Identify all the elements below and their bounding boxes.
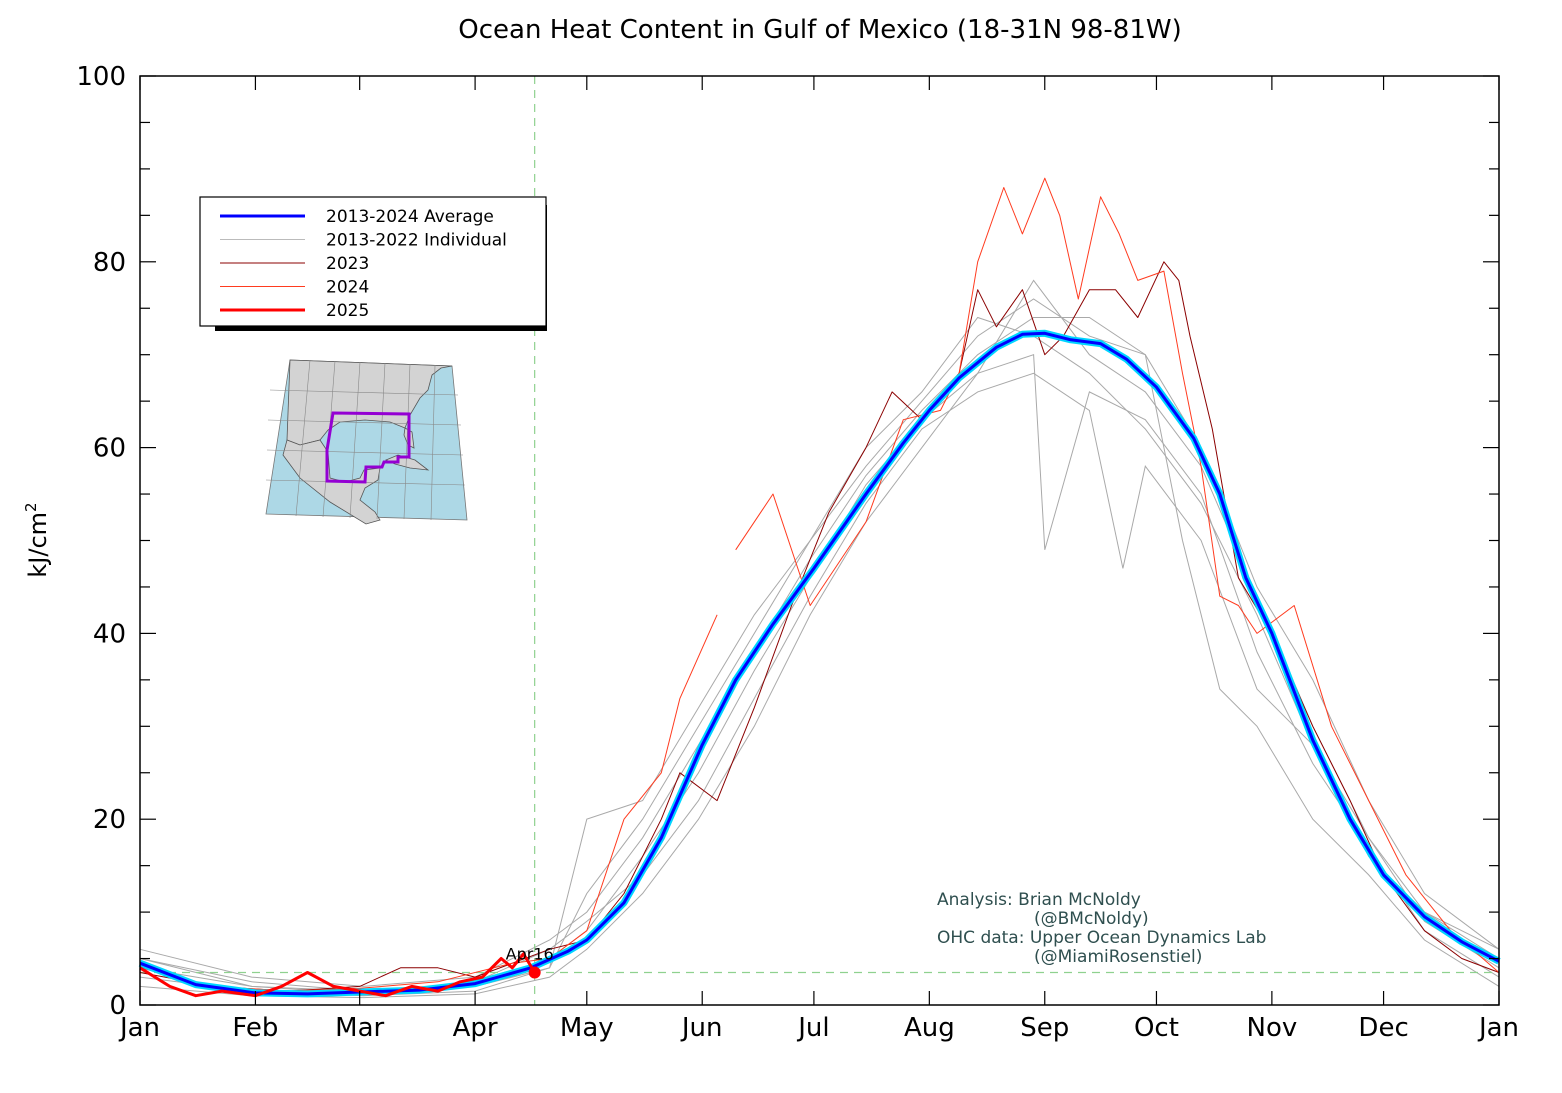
x-tick-label: Dec bbox=[1358, 1013, 1408, 1043]
x-tick-label: Apr bbox=[453, 1013, 498, 1043]
x-tick-label: May bbox=[560, 1013, 614, 1043]
individual-year-line bbox=[139, 372, 1500, 995]
date-marker-label: Apr16 bbox=[506, 944, 554, 963]
y-tick-label: 20 bbox=[93, 805, 126, 835]
y-tick-label: 40 bbox=[93, 619, 126, 649]
y-tick-label: 0 bbox=[109, 991, 126, 1021]
current-value-marker bbox=[528, 966, 541, 979]
x-tick-label: Jul bbox=[796, 1013, 829, 1043]
individual-year-line bbox=[139, 298, 1500, 997]
y-tick-label: 60 bbox=[93, 434, 126, 464]
legend-label: 2013-2024 Average bbox=[326, 207, 494, 227]
credit-line-1: Analysis: Brian McNoldy bbox=[937, 890, 1141, 910]
series-line-2025 bbox=[139, 952, 536, 998]
credit-line-2: (@BMcNoldy) bbox=[1034, 909, 1149, 929]
individual-year-lines bbox=[139, 279, 1500, 999]
axis-tick-labels: Jan Feb Mar Apr May Jun Jul Aug Sep Oct Nov Dec Jan0… bbox=[76, 62, 1519, 1043]
x-tick-label: Oct bbox=[1134, 1013, 1179, 1043]
x-tick-label: Sep bbox=[1020, 1013, 1069, 1043]
y-tick-label: 80 bbox=[93, 248, 126, 278]
legend: 2013-2024 Average 2013-2022 Individual 202… bbox=[199, 196, 547, 331]
series-lines bbox=[138, 177, 1501, 998]
legend-label: 2025 bbox=[326, 301, 369, 321]
individual-year-line bbox=[139, 316, 1500, 992]
legend-label: 2023 bbox=[326, 254, 369, 274]
x-tick-label: Mar bbox=[335, 1013, 384, 1043]
x-tick-label: Nov bbox=[1247, 1013, 1298, 1043]
map-region-box bbox=[325, 411, 411, 484]
x-tick-label: Feb bbox=[232, 1013, 278, 1043]
x-tick-label: Jun bbox=[680, 1013, 723, 1043]
credit-line-3: OHC data: Upper Ocean Dynamics Lab bbox=[937, 928, 1266, 948]
x-tick-label: Jan bbox=[118, 1013, 160, 1043]
credit-line-4: (@MiamiRosenstiel) bbox=[1034, 947, 1202, 967]
legend-label: 2013-2022 Individual bbox=[326, 231, 507, 251]
x-tick-label: Jan bbox=[1477, 1013, 1519, 1043]
y-tick-label: 100 bbox=[76, 62, 126, 92]
legend-label: 2024 bbox=[326, 278, 369, 298]
chart-title: Ocean Heat Content in Gulf of Mexico (18… bbox=[458, 15, 1181, 45]
axis-ticks bbox=[139, 75, 1500, 1006]
y-axis-label: kJ/cm2 bbox=[22, 502, 52, 577]
x-tick-label: Aug bbox=[904, 1013, 955, 1043]
credit: Analysis: Brian McNoldy (@BMcNoldy) OHC … bbox=[937, 890, 1266, 967]
inset-map bbox=[265, 359, 468, 525]
series-line-2013-2024-average bbox=[139, 331, 1500, 996]
individual-year-line bbox=[139, 317, 1500, 987]
